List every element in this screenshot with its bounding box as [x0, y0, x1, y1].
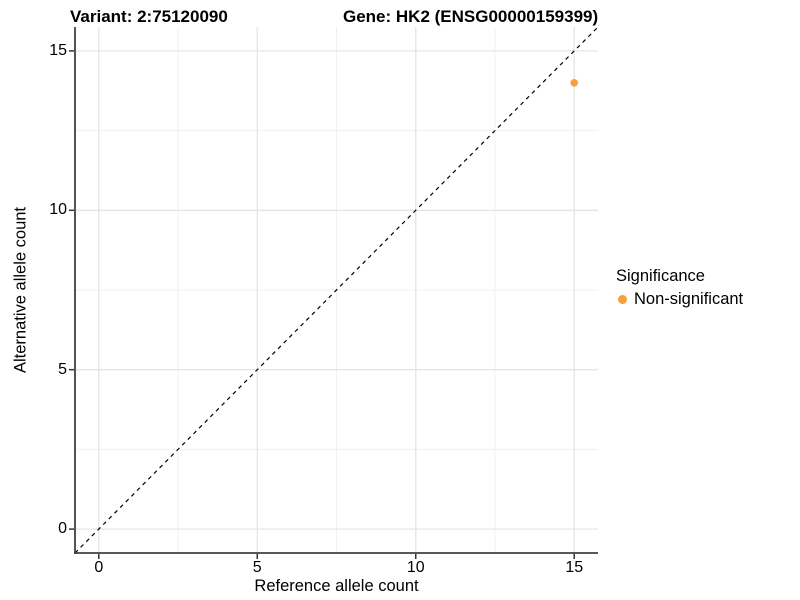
y-tick-label: 0: [58, 520, 67, 538]
identity-dashed-line: [74, 26, 599, 554]
x-tick-label: 0: [94, 559, 104, 576]
y-tick-label: 5: [58, 360, 67, 378]
x-tick-label: 10: [406, 559, 425, 576]
legend: Significance Non-significant: [616, 267, 743, 309]
legend-title: Significance: [616, 267, 705, 285]
x-tick-label: 15: [565, 559, 584, 576]
legend-point-icon: [618, 295, 627, 304]
plot-title-gene: Gene: HK2 (ENSG00000159399): [343, 7, 599, 26]
legend-entry-label: Non-significant: [634, 290, 744, 308]
legend-entry: Non-significant: [616, 290, 743, 309]
y-tick-label: 10: [49, 201, 67, 219]
y-axis-label: Alternative allele count: [11, 206, 30, 374]
plot-title-variant: Variant: 2:75120090: [70, 7, 228, 26]
y-tick-label: 15: [49, 41, 67, 59]
data-point: [570, 78, 579, 87]
x-tick-label: 5: [252, 559, 262, 576]
x-axis-label: Reference allele count: [254, 577, 419, 595]
